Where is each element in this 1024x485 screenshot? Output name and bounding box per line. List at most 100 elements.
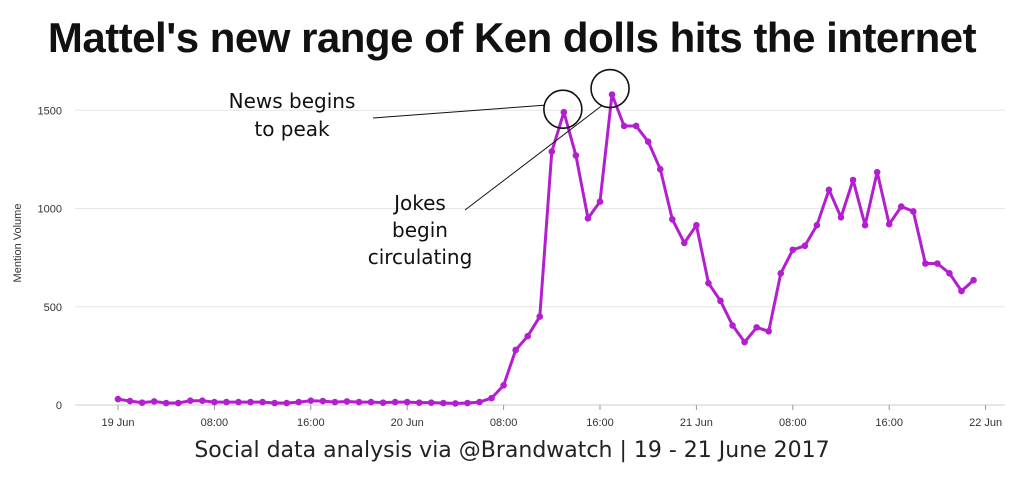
- data-point: [825, 186, 833, 194]
- data-point: [596, 198, 604, 205]
- data-point: [741, 338, 748, 346]
- data-point: [885, 220, 893, 228]
- data-point: [572, 152, 580, 159]
- data-point: [970, 276, 977, 284]
- data-point: [922, 260, 929, 267]
- data-point: [946, 270, 953, 277]
- y-axis: 0 500 1000 1500: [38, 105, 62, 412]
- chart-subtitle: Social data analysis via @Brandwatch | 1…: [194, 438, 830, 463]
- data-point: [223, 398, 230, 406]
- chart-title: Mattel's new range of Ken dolls hits the…: [47, 14, 977, 61]
- annotation-text: begin: [392, 218, 448, 242]
- grid-lines: [75, 109, 1005, 406]
- data-point: [560, 108, 568, 116]
- data-point: [355, 398, 363, 406]
- data-point: [729, 322, 736, 329]
- data-point: [379, 399, 387, 406]
- data-point: [452, 400, 459, 407]
- data-point: [861, 221, 869, 229]
- data-point: [681, 239, 688, 247]
- data-point: [174, 399, 182, 407]
- x-tick-label: 16:00: [875, 417, 903, 429]
- data-point: [789, 246, 797, 254]
- data-point: [162, 399, 170, 407]
- plot-area: [114, 91, 977, 407]
- data-point: [415, 399, 423, 406]
- data-point: [138, 399, 146, 406]
- data-point: [693, 221, 700, 229]
- data-point: [765, 328, 772, 335]
- data-point: [958, 287, 965, 295]
- data-point: [548, 148, 556, 155]
- data-point: [644, 138, 652, 145]
- y-tick-label: 1000: [38, 204, 62, 216]
- x-tick-label: 08:00: [779, 417, 807, 429]
- y-tick-label: 1500: [38, 105, 62, 117]
- data-point: [391, 398, 399, 406]
- data-point: [428, 399, 435, 406]
- data-point: [476, 398, 483, 406]
- data-point: [211, 398, 218, 406]
- x-tick-label: 19 Jun: [101, 417, 134, 429]
- data-point: [632, 122, 640, 130]
- data-point: [584, 215, 592, 222]
- data-point: [873, 168, 881, 176]
- data-point: [331, 398, 339, 406]
- data-point: [656, 165, 664, 173]
- data-point: [114, 395, 122, 403]
- x-tick-label: 08:00: [490, 417, 518, 429]
- data-point: [849, 176, 857, 184]
- data-point: [536, 313, 544, 320]
- data-point: [837, 214, 845, 221]
- data-point: [283, 399, 291, 407]
- x-tick-label: 16:00: [586, 417, 614, 429]
- data-point: [753, 324, 760, 331]
- data-point: [897, 203, 905, 210]
- x-tick-label: 08:00: [201, 417, 229, 429]
- data-point: [271, 399, 278, 407]
- data-point: [187, 397, 194, 404]
- data-point: [319, 397, 327, 405]
- data-point: [307, 397, 315, 404]
- data-point: [934, 260, 941, 267]
- y-tick-label: 0: [56, 400, 62, 412]
- data-point: [500, 382, 507, 389]
- data-point: [295, 398, 303, 406]
- data-point: [150, 398, 158, 405]
- data-point: [910, 208, 917, 215]
- y-tick-label: 500: [44, 302, 62, 314]
- data-point: [620, 122, 628, 130]
- data-point: [259, 398, 266, 406]
- data-point: [367, 398, 375, 406]
- data-point: [705, 279, 712, 287]
- data-point: [524, 332, 531, 340]
- annotation-text: News begins: [229, 89, 356, 113]
- annotation-text: Jokes: [392, 191, 446, 215]
- data-point: [813, 221, 821, 229]
- data-point: [235, 398, 242, 406]
- data-point: [717, 297, 724, 305]
- data-point: [488, 394, 495, 402]
- data-point: [512, 346, 519, 354]
- x-axis: 19 Jun 08:00 16:00 20 Jun 08:00 16:00 21 Jun 08…: [101, 405, 1002, 429]
- data-point: [801, 242, 809, 250]
- data-point: [343, 398, 351, 405]
- data-point: [608, 91, 616, 98]
- x-tick-label: 20 Jun: [391, 417, 424, 429]
- data-point: [464, 399, 471, 407]
- data-point: [440, 399, 447, 407]
- annotation-text: circulating: [368, 245, 473, 269]
- data-point: [669, 216, 676, 223]
- data-point: [403, 398, 411, 406]
- annotations: News begins to peak Jokes begin circulating: [229, 68, 630, 269]
- y-axis-label: Mention Volume: [12, 204, 24, 283]
- series-line: [116, 93, 976, 405]
- annotation-circle: [543, 89, 583, 130]
- data-point: [777, 270, 785, 277]
- data-point: [126, 397, 134, 405]
- annotation-circle: [590, 68, 630, 109]
- annotation-leader-line: [372, 104, 544, 119]
- annotation-leader-line: [464, 105, 603, 211]
- x-tick-label: 21 Jun: [680, 417, 713, 429]
